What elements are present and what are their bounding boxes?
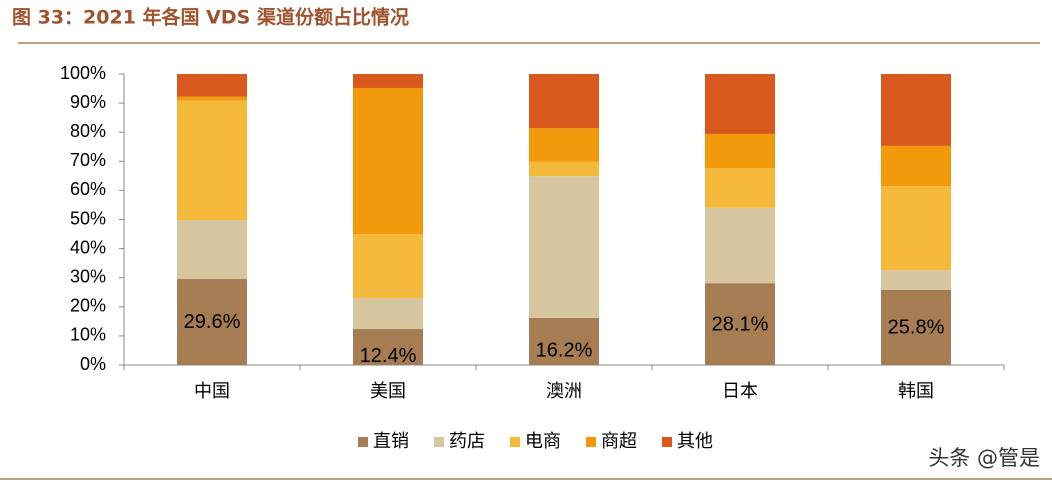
y-tick-label: 90% — [70, 92, 106, 112]
legend-label: 电商 — [525, 431, 561, 452]
bar-segment — [529, 128, 599, 162]
bar-segment — [177, 100, 247, 221]
y-tick-label: 30% — [70, 266, 106, 286]
y-tick-label: 10% — [70, 325, 106, 345]
legend-label: 直销 — [373, 431, 409, 452]
bar-segment — [529, 161, 599, 177]
legend-swatch — [510, 437, 520, 447]
bar-segment — [353, 298, 423, 329]
bar-segment — [705, 207, 775, 284]
x-tick-label: 韩国 — [898, 381, 934, 402]
legend-label: 商超 — [601, 431, 637, 452]
legend-swatch — [434, 437, 444, 447]
bar-segment — [529, 317, 599, 365]
y-tick-label: 50% — [70, 208, 106, 228]
bar-segment — [353, 234, 423, 299]
y-tick-label: 40% — [70, 237, 106, 257]
bar-segment — [177, 96, 247, 101]
bar-segment — [353, 328, 423, 365]
x-tick-label: 中国 — [194, 381, 230, 402]
y-tick-label: 0% — [80, 354, 106, 374]
bar-segment — [881, 186, 951, 271]
legend-swatch — [586, 437, 596, 447]
bar-segment — [881, 74, 951, 146]
legend-label: 药店 — [449, 431, 485, 452]
bar-segment — [529, 74, 599, 129]
chart-title: 图 33：2021 年各国 VDS 渠道份额占比情况 — [12, 6, 409, 29]
value-label: 29.6% — [184, 311, 241, 333]
bar-segment — [705, 283, 775, 365]
y-tick-label: 20% — [70, 296, 106, 316]
y-tick-label: 80% — [70, 121, 106, 141]
x-tick-label: 日本 — [722, 381, 758, 402]
y-tick-label: 60% — [70, 179, 106, 199]
value-label: 12.4% — [360, 345, 417, 367]
bar-segment — [705, 167, 775, 208]
bar-segment — [881, 145, 951, 187]
watermark: 头条 @管是 — [928, 446, 1040, 470]
legend-swatch — [662, 437, 672, 447]
y-tick-label: 100% — [60, 63, 106, 83]
bar-segment — [177, 278, 247, 365]
bar-segment — [353, 74, 423, 88]
value-label: 16.2% — [536, 340, 593, 362]
bar-segment — [353, 87, 423, 235]
x-tick-label: 澳洲 — [546, 381, 582, 402]
bar-segment — [529, 176, 599, 318]
value-label: 25.8% — [888, 317, 945, 339]
bar-segment — [881, 270, 951, 290]
bar-segment — [705, 133, 775, 168]
legend-swatch — [358, 437, 368, 447]
y-tick-label: 70% — [70, 150, 106, 170]
x-tick-label: 美国 — [370, 381, 406, 402]
bar-segment — [705, 74, 775, 134]
bar-segment — [881, 289, 951, 365]
bar-segment — [177, 74, 247, 97]
value-label: 28.1% — [712, 313, 769, 335]
bar-segment — [177, 220, 247, 279]
legend-label: 其他 — [677, 431, 713, 452]
